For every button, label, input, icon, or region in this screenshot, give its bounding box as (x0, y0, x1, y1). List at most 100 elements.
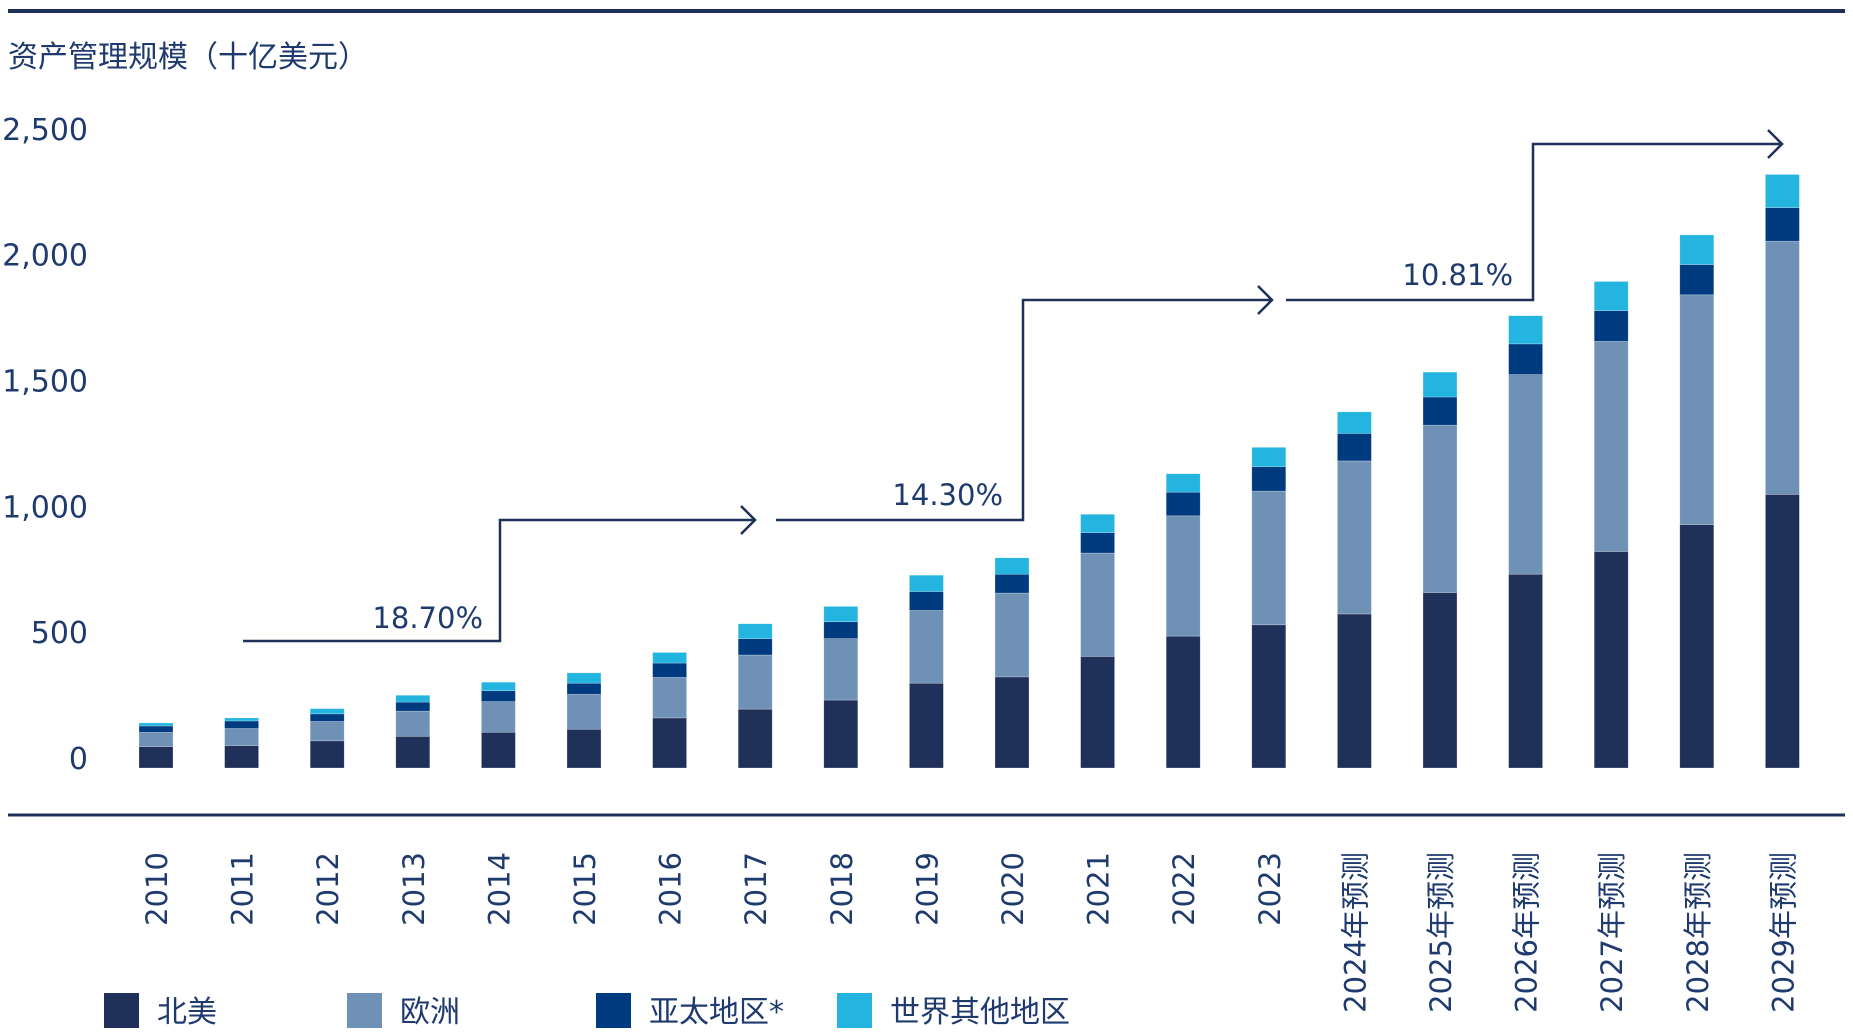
legend-swatch (596, 993, 631, 1028)
bar-segment (224, 728, 259, 746)
bar-segment (138, 722, 174, 727)
bar-segment (309, 721, 345, 742)
arrowhead-icon (740, 505, 757, 535)
bar-stack (1593, 281, 1629, 769)
bar-segment (1765, 174, 1800, 209)
bar-segment (566, 672, 602, 684)
x-tick-label: 2013 (397, 852, 431, 926)
bar-segment (1165, 491, 1201, 517)
x-tick-label: 2021 (1082, 852, 1116, 926)
bar-segment (1679, 524, 1715, 769)
bar-segment (138, 746, 174, 769)
bar-segment (1337, 433, 1372, 462)
bar-segment (909, 591, 944, 611)
bar-segment (1508, 315, 1543, 345)
x-tick-label: 2010 (140, 852, 174, 926)
bar-stack (566, 672, 602, 769)
chart-title: 资产管理规模（十亿美元） (8, 40, 368, 75)
bar-segment (1508, 343, 1543, 375)
bar-stack (1679, 234, 1715, 769)
bar-segment (1508, 573, 1543, 769)
bar-segment (994, 592, 1030, 678)
bar-segment (737, 708, 773, 769)
bar-segment (138, 731, 174, 747)
bar-segment (566, 682, 602, 695)
bar-segment (994, 573, 1030, 594)
x-tick-label: 2019 (910, 852, 944, 926)
y-tick-label: 1,000 (2, 490, 88, 525)
bar-segment (1165, 473, 1201, 493)
bar-segment (309, 713, 345, 722)
legend-label: 北美 (157, 995, 217, 1030)
bar-stack (481, 681, 516, 769)
growth-annotations: 18.70% 14.30% 10.81% (243, 129, 1784, 643)
x-tick-label: 2016 (654, 852, 688, 926)
bar-segment (566, 693, 602, 730)
bar-segment (1422, 396, 1458, 426)
bar-stack (395, 694, 431, 769)
bar-segment (909, 682, 944, 769)
bar-stack (1165, 473, 1201, 769)
legend-label: 欧洲 (400, 995, 460, 1030)
bar-segment (1679, 234, 1715, 265)
bar-segment (481, 681, 516, 692)
bar-segment (1679, 264, 1715, 296)
x-tick-label: 2025年预测 (1424, 852, 1458, 1013)
bar-segment (737, 638, 773, 656)
bar-segment (1422, 424, 1458, 593)
bar-stack (1337, 411, 1372, 769)
cagr-label: 10.81% (1402, 258, 1513, 292)
y-axis: 0 500 1,000 1,500 2,000 2,500 (2, 113, 88, 777)
bar-segment (566, 728, 602, 769)
bar-segment (395, 710, 431, 737)
bar-segment (737, 654, 773, 710)
bar-segment (1422, 371, 1458, 398)
bar-segment (1080, 513, 1115, 533)
bar-segment (1593, 310, 1629, 342)
bar-segment (1422, 592, 1458, 769)
legend-swatch (104, 993, 139, 1028)
bar-stack (1251, 447, 1287, 769)
bar-segment (994, 557, 1030, 575)
bar-segment (1337, 613, 1372, 769)
x-tick-label: 2028年预测 (1681, 852, 1715, 1013)
bar-segment (1593, 551, 1629, 769)
bar-segment (1165, 515, 1201, 637)
cagr-label: 18.70% (372, 601, 483, 635)
bar-segment (309, 740, 345, 769)
bar-stack (1508, 315, 1543, 769)
y-tick-label: 0 (69, 742, 88, 777)
bar-segment (994, 676, 1030, 769)
bar-stack (737, 623, 773, 769)
bar-segment (1251, 490, 1287, 626)
bar-stack (909, 574, 944, 769)
y-tick-label: 2,000 (2, 239, 88, 274)
x-tick-label: 2014 (482, 852, 516, 926)
cagr-label: 14.30% (892, 478, 1003, 512)
bar-segment (1337, 411, 1372, 434)
bar-segment (737, 623, 773, 639)
legend: 北美 欧洲 亚太地区* 世界其他地区 (104, 993, 1070, 1030)
bar-segment (1080, 656, 1115, 769)
y-tick-label: 2,500 (2, 113, 88, 148)
bar-segment (1593, 281, 1629, 311)
bar-segment (1251, 466, 1287, 492)
bar-segment (1165, 635, 1201, 769)
bar-stack (309, 708, 345, 769)
legend-item: 欧洲 (347, 993, 460, 1030)
x-tick-label: 2022 (1167, 852, 1201, 926)
bar-segment (1679, 294, 1715, 525)
bar-segment (1337, 460, 1372, 615)
bar-stack (823, 606, 859, 769)
bar-stack (994, 557, 1030, 769)
bar-segment (1508, 374, 1543, 575)
bar-segment (652, 677, 687, 719)
y-tick-label: 1,500 (2, 364, 88, 399)
x-tick-label: 2029年预测 (1766, 852, 1800, 1013)
y-tick-label: 500 (31, 616, 88, 651)
legend-swatch (837, 993, 872, 1028)
x-tick-label: 2027年预测 (1595, 852, 1629, 1013)
bar-segment (823, 621, 859, 639)
bar-segment (823, 638, 859, 701)
